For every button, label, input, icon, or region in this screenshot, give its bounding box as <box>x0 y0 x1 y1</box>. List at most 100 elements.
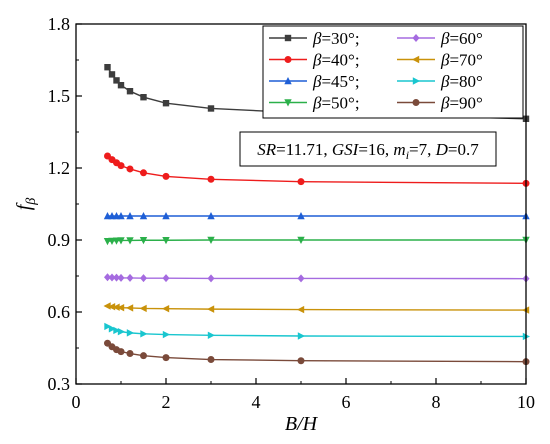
legend-marker <box>284 77 292 85</box>
data-point <box>104 322 112 331</box>
legend-box <box>262 25 524 119</box>
y-tick-label-4: 1.5 <box>48 86 71 106</box>
legend-label: β=70° <box>440 51 483 70</box>
legend-marker <box>412 99 420 106</box>
data-point <box>162 100 170 107</box>
series-2 <box>104 152 530 187</box>
legend-marker <box>284 99 292 107</box>
x-tick-label-4: 8 <box>432 392 441 412</box>
data-point <box>297 274 305 283</box>
data-point <box>297 305 305 314</box>
series-8 <box>104 339 530 366</box>
series-5 <box>104 273 530 283</box>
data-point <box>207 212 215 220</box>
y-tick-label-1: 0.6 <box>48 302 71 322</box>
legend-entry-4: β=50°; <box>269 94 360 113</box>
data-point <box>297 178 305 186</box>
y-tick-label-5: 1.8 <box>48 14 71 34</box>
data-point <box>207 331 215 339</box>
data-point <box>140 352 147 360</box>
annotation-box: SR=11.71, GSI=16, mi​=7, D=0.7 <box>239 131 497 167</box>
annotation-text: SR=11.71, GSI=16, mi​=7, D=0.7 <box>257 140 479 162</box>
data-point <box>162 304 170 313</box>
legend: β=30°; β=40°; β=45°; β=50°; β=60° β=70° β=80° β… <box>262 25 524 119</box>
data-point <box>117 303 125 312</box>
y-tick-label-2: 0.9 <box>48 230 71 250</box>
legend-entry-5: β=60° <box>397 29 483 48</box>
y-axis-title: fβ <box>13 198 39 211</box>
data-point <box>140 330 148 338</box>
legend-marker <box>412 55 420 64</box>
data-point <box>126 212 134 220</box>
legend-marker <box>284 34 292 42</box>
data-point <box>207 356 215 364</box>
data-point <box>103 302 111 310</box>
legend-label: β=90° <box>440 94 483 113</box>
data-point <box>162 172 170 180</box>
data-point <box>140 169 147 177</box>
data-point <box>104 64 111 71</box>
data-point <box>117 348 125 356</box>
data-point <box>140 94 147 101</box>
legend-entry-1: β=30°; <box>269 29 360 48</box>
data-point <box>162 330 170 339</box>
data-point <box>117 212 125 220</box>
data-point <box>162 274 170 283</box>
legend-label: β=80° <box>440 72 483 91</box>
series-line-8 <box>107 342 527 363</box>
data-point <box>113 77 120 84</box>
data-point <box>126 237 134 245</box>
data-point <box>207 305 215 313</box>
data-point <box>126 350 134 358</box>
legend-entry-8: β=90° <box>397 94 483 113</box>
data-point <box>108 303 116 311</box>
series-line-4 <box>107 239 526 242</box>
data-point <box>113 326 121 335</box>
data-point <box>104 273 111 282</box>
legend-marker <box>412 77 420 85</box>
legend-marker <box>412 34 420 42</box>
data-point <box>162 237 170 245</box>
data-point <box>117 162 125 170</box>
data-point <box>207 105 215 112</box>
data-point <box>117 82 125 89</box>
data-point <box>297 212 305 220</box>
legend-label: β=40°; <box>312 51 360 70</box>
data-point <box>126 165 134 173</box>
data-point <box>126 273 134 282</box>
data-point <box>113 273 120 282</box>
x-tick-label-1: 2 <box>162 392 171 412</box>
x-axis-title: B/H <box>285 413 319 435</box>
data-point <box>297 357 305 365</box>
x-tick-label-2: 4 <box>252 392 261 412</box>
legend-marker <box>284 56 292 63</box>
data-point <box>162 354 170 362</box>
legend-entry-7: β=80° <box>397 72 483 91</box>
data-point <box>108 273 116 282</box>
x-tick-label-0: 0 <box>72 392 81 412</box>
data-point <box>117 327 125 336</box>
series-line-6 <box>107 305 527 311</box>
data-point <box>117 237 125 245</box>
series-7 <box>104 322 530 341</box>
data-point <box>108 71 116 78</box>
data-point <box>140 274 147 283</box>
x-tick-label-3: 6 <box>342 392 351 412</box>
data-point <box>297 236 305 244</box>
data-point <box>207 274 215 283</box>
data-point <box>139 304 147 313</box>
series-line-5 <box>107 276 527 280</box>
legend-label: β=30°; <box>312 29 360 48</box>
data-point <box>139 237 148 245</box>
legend-entry-6: β=70° <box>397 51 483 70</box>
legend-entry-2: β=40°; <box>269 51 360 70</box>
series-3 <box>103 212 530 220</box>
data-point <box>126 88 134 95</box>
axes-ticks: 0 2 4 6 8 10 0.3 0.6 0.9 1.2 1.5 1.8 <box>48 14 536 412</box>
series-line-7 <box>107 325 527 338</box>
data-point <box>117 273 125 282</box>
series-4 <box>103 236 530 246</box>
y-tick-label-3: 1.2 <box>48 158 71 178</box>
plot-marks <box>103 64 530 366</box>
legend-label: β=50°; <box>312 94 360 113</box>
